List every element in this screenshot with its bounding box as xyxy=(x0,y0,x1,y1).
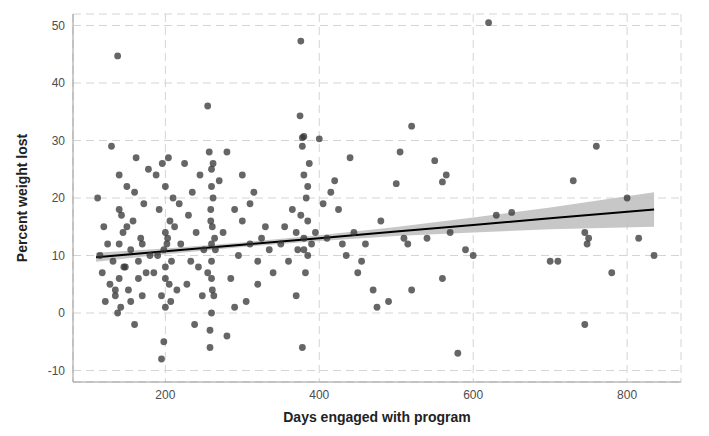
svg-text:Percent weight lost: Percent weight lost xyxy=(14,133,30,262)
svg-text:600: 600 xyxy=(463,388,483,402)
svg-text:50: 50 xyxy=(52,19,66,33)
svg-text:0: 0 xyxy=(58,306,65,320)
svg-text:Days engaged with program: Days engaged with program xyxy=(283,409,470,425)
svg-text:400: 400 xyxy=(309,388,329,402)
svg-text:800: 800 xyxy=(617,388,637,402)
svg-text:20: 20 xyxy=(52,191,66,205)
svg-text:40: 40 xyxy=(52,76,66,90)
svg-text:10: 10 xyxy=(52,249,66,263)
svg-text:-10: -10 xyxy=(48,364,66,378)
svg-text:200: 200 xyxy=(155,388,175,402)
svg-text:30: 30 xyxy=(52,134,66,148)
